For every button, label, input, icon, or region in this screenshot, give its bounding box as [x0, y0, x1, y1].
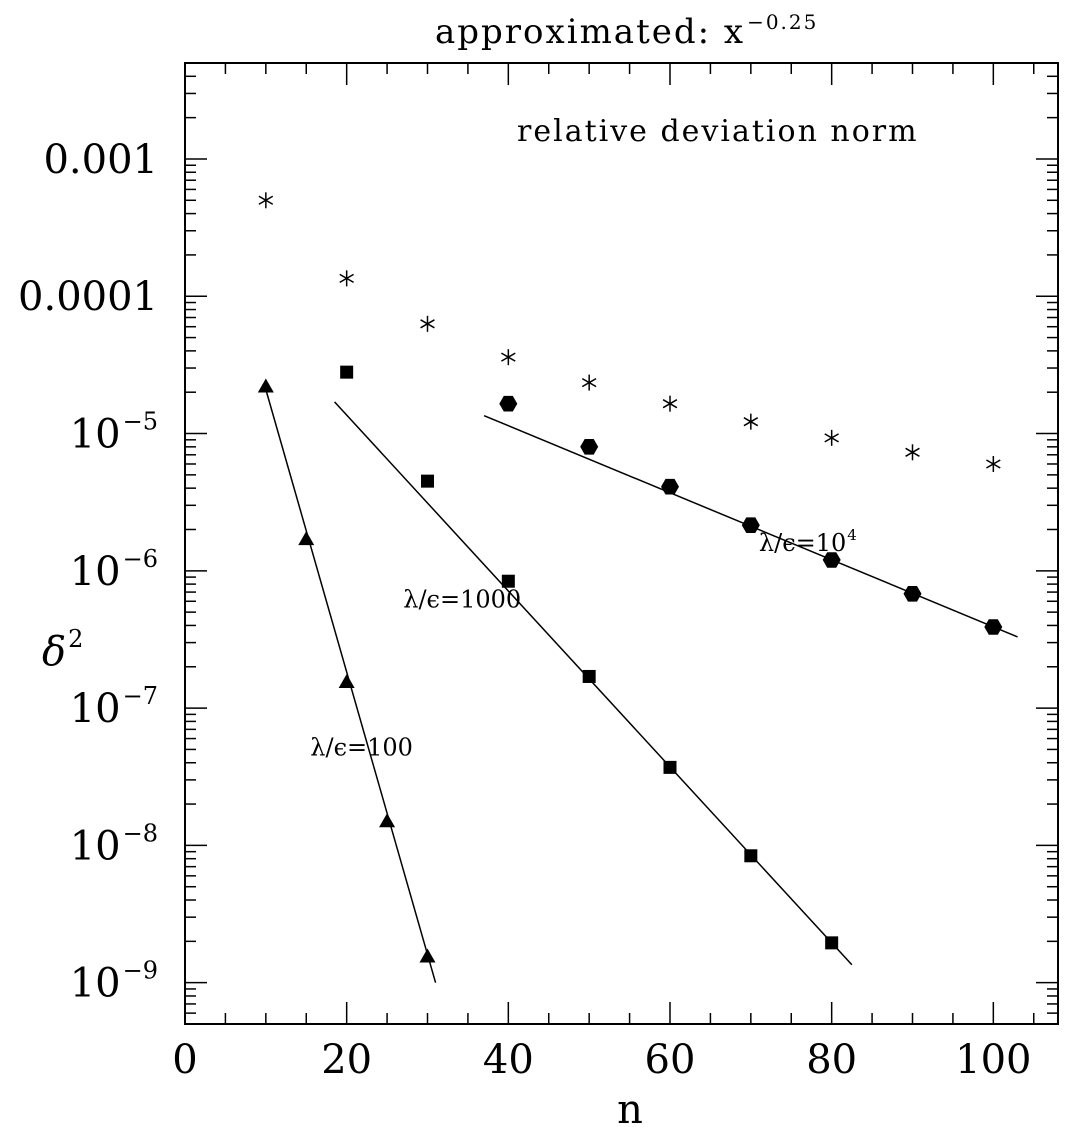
y-tick-label-exponent: −7: [123, 682, 158, 710]
y-tick-label: 10−7: [70, 682, 158, 732]
y-tick-label: 0.001: [43, 137, 158, 183]
hexagon-marker: [822, 552, 841, 568]
y-tick-label-base: 0.001: [43, 137, 158, 183]
y-tick-label-base: 10: [70, 961, 121, 1007]
hexagon-marker: [661, 478, 679, 495]
square-marker: [744, 849, 758, 863]
series-label-base: λ/ϵ=100: [310, 734, 413, 762]
asterisk-marker: [662, 395, 678, 412]
asterisk-stroke: [420, 319, 435, 329]
asterisk-marker: [581, 374, 597, 391]
chart-title-exponent: −0.25: [747, 10, 818, 34]
y-tick-label-exponent: −9: [123, 957, 158, 985]
asterisk-stroke: [581, 377, 597, 388]
chart-title: approximated: x −0.25: [435, 10, 818, 52]
x-tick-label: 60: [645, 1037, 696, 1083]
hexagon-marker: [741, 517, 760, 533]
data-points: [257, 192, 1003, 963]
square-marker: [501, 574, 515, 588]
x-tick-label: 80: [806, 1037, 857, 1083]
asterisk-stroke: [986, 459, 1001, 469]
square-marker: [663, 760, 677, 774]
square-marker: [582, 669, 596, 683]
series-label-base: λ/ϵ=10: [759, 529, 846, 557]
series-label: λ/ϵ=100: [310, 734, 413, 762]
plot-border: [184, 62, 1059, 1025]
y-tick-label-base: 10: [70, 823, 121, 869]
y-tick-label: 10−5: [70, 408, 158, 458]
asterisk-stroke: [339, 273, 354, 284]
asterisk-marker: [743, 413, 759, 430]
x-tick-label: 0: [172, 1037, 197, 1083]
y-axis-label-base: δ: [42, 629, 66, 675]
y-tick-label-base: 0.0001: [18, 274, 158, 320]
x-axis-label: n: [617, 1087, 643, 1127]
y-tick-label: 10−8: [70, 819, 158, 869]
y-tick-label-exponent: −8: [123, 819, 158, 847]
axis-ticks: [184, 62, 1058, 1025]
x-tick-label: 20: [321, 1037, 372, 1083]
y-tick-label: 0.0001: [18, 274, 158, 320]
triangle-marker: [419, 948, 436, 963]
series-labels: λ/ϵ=100 λ/ϵ=1000 λ/ϵ=104: [310, 526, 857, 762]
asterisk-marker: [824, 429, 839, 446]
triangle-marker: [379, 813, 396, 828]
triangle-marker: [257, 378, 274, 393]
asterisk-stroke: [905, 447, 920, 457]
series-label-base: λ/ϵ=1000: [403, 586, 521, 614]
hexagon-marker: [984, 619, 1003, 635]
axis-tick-labels: 0 20 40 60 80 1000.0010.000110−510−610−710−81…: [18, 137, 1031, 1083]
y-tick-label: 10−9: [70, 957, 158, 1007]
asterisk-marker: [258, 192, 274, 209]
y-axis-label-exponent: 2: [68, 625, 83, 653]
x-tick-label: 40: [483, 1037, 534, 1083]
plot-frame: [184, 62, 1059, 1025]
annotation-text: relative deviation norm: [517, 114, 919, 149]
triangle-marker: [338, 673, 355, 688]
square-marker: [340, 365, 354, 379]
fit-lines: [263, 383, 1018, 983]
asterisk-stroke: [743, 417, 759, 427]
y-tick-label-exponent: −5: [123, 408, 158, 436]
hexagon-marker: [903, 586, 922, 602]
asterisk-stroke: [258, 195, 274, 205]
y-axis-label: δ2: [42, 625, 83, 675]
square-marker: [421, 474, 434, 488]
y-tick-label-exponent: −6: [123, 545, 158, 573]
series-label-exponent: 4: [847, 526, 857, 544]
asterisk-marker: [986, 455, 1001, 472]
asterisk-marker: [339, 270, 354, 287]
chart-title-text: approximated: x: [435, 12, 745, 52]
hexagon-marker: [499, 395, 518, 412]
asterisk-marker: [420, 315, 435, 332]
asterisk-marker: [905, 444, 920, 461]
y-tick-label-base: 10: [70, 549, 121, 595]
asterisk-stroke: [824, 433, 839, 443]
y-tick-label-base: 10: [70, 412, 121, 458]
fit-line: [333, 401, 853, 966]
series-label: λ/ϵ=104: [759, 526, 857, 557]
x-tick-label: 100: [955, 1037, 1031, 1083]
series-label: λ/ϵ=1000: [403, 586, 521, 614]
asterisk-marker: [501, 349, 516, 366]
asterisk-stroke: [501, 352, 516, 362]
y-tick-label-base: 10: [70, 686, 121, 732]
square-marker: [825, 936, 839, 950]
triangle-marker: [298, 531, 315, 546]
hexagon-marker: [580, 439, 599, 455]
y-tick-label: 10−6: [70, 545, 158, 595]
asterisk-stroke: [662, 399, 678, 409]
